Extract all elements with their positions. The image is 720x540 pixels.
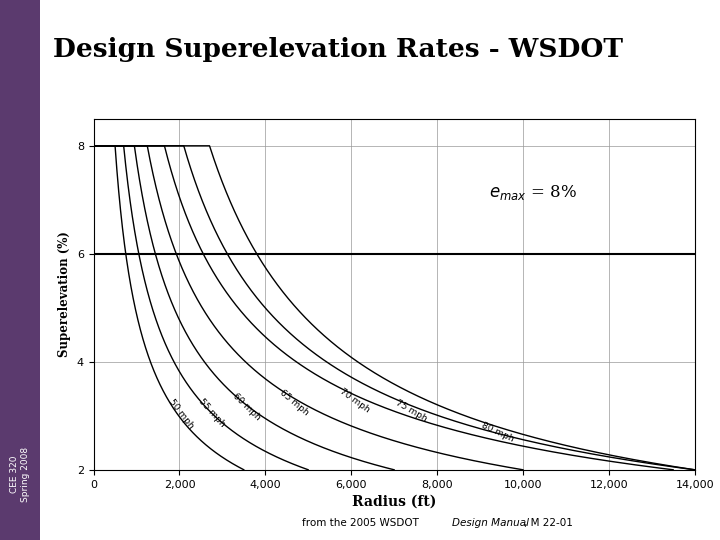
X-axis label: Radius (ft): Radius (ft) (352, 495, 436, 509)
Text: 80 mph: 80 mph (480, 421, 516, 444)
Y-axis label: Superelevation (%): Superelevation (%) (58, 231, 71, 357)
Text: 70 mph: 70 mph (338, 387, 372, 415)
Text: 75 mph: 75 mph (395, 399, 428, 424)
Text: , M 22-01: , M 22-01 (524, 518, 573, 528)
Text: 65 mph: 65 mph (278, 388, 310, 417)
Text: $e_{max}$ = 8%: $e_{max}$ = 8% (489, 183, 577, 202)
Text: Design Manual: Design Manual (452, 518, 529, 528)
Text: CEE 320
Spring 2008: CEE 320 Spring 2008 (10, 447, 30, 502)
Text: from the 2005 WSDOT: from the 2005 WSDOT (302, 518, 423, 528)
Text: 55 mph: 55 mph (197, 396, 227, 428)
Text: 60 mph: 60 mph (231, 392, 262, 422)
Text: Design Superelevation Rates - WSDOT: Design Superelevation Rates - WSDOT (53, 37, 624, 62)
Text: 50 mph: 50 mph (166, 397, 195, 430)
